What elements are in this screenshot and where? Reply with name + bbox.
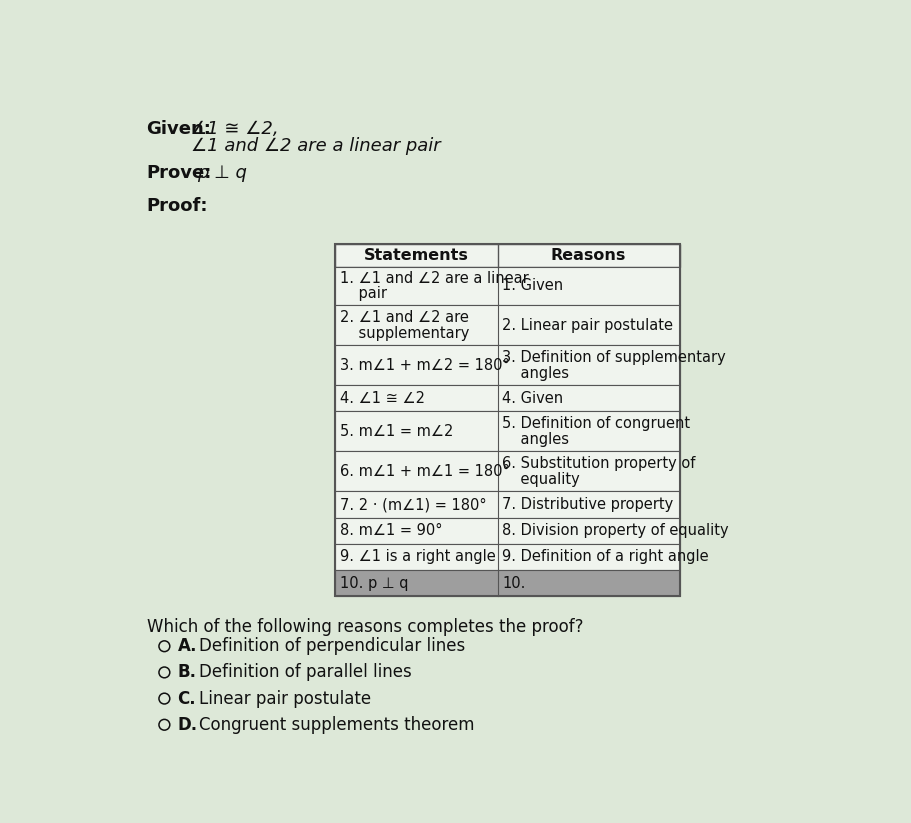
Text: 4. Given: 4. Given xyxy=(502,391,563,406)
Text: Congruent supplements theorem: Congruent supplements theorem xyxy=(199,716,475,734)
Bar xyxy=(334,244,679,267)
Text: 9. Definition of a right angle: 9. Definition of a right angle xyxy=(502,550,708,565)
Bar xyxy=(334,518,679,544)
Text: Proof:: Proof: xyxy=(147,198,208,216)
Bar xyxy=(334,244,679,596)
Bar xyxy=(334,385,679,412)
Text: 1. ∠1 and ∠2 are a linear: 1. ∠1 and ∠2 are a linear xyxy=(339,271,527,286)
Text: 5. Definition of congruent: 5. Definition of congruent xyxy=(502,416,690,431)
Bar xyxy=(334,345,679,385)
Text: Prove:: Prove: xyxy=(147,165,211,182)
Text: ∠1 and ∠2 are a linear pair: ∠1 and ∠2 are a linear pair xyxy=(191,137,441,156)
Bar xyxy=(334,544,679,570)
Text: 8. m∠1 = 90°: 8. m∠1 = 90° xyxy=(339,523,442,538)
Text: Definition of perpendicular lines: Definition of perpendicular lines xyxy=(199,637,465,655)
Text: B.: B. xyxy=(178,663,197,681)
Bar xyxy=(334,305,679,345)
Text: 7. 2 · (m∠1) = 180°: 7. 2 · (m∠1) = 180° xyxy=(339,497,486,512)
Text: 3. m∠1 + m∠2 = 180°: 3. m∠1 + m∠2 = 180° xyxy=(339,358,508,373)
Text: 3. Definition of supplementary: 3. Definition of supplementary xyxy=(502,350,725,365)
Text: 6. m∠1 + m∠1 = 180°: 6. m∠1 + m∠1 = 180° xyxy=(339,464,508,479)
Text: angles: angles xyxy=(502,365,568,381)
Text: 10.: 10. xyxy=(502,575,525,591)
Bar xyxy=(334,452,679,491)
Text: 5. m∠1 = m∠2: 5. m∠1 = m∠2 xyxy=(339,424,453,439)
Text: 4. ∠1 ≅ ∠2: 4. ∠1 ≅ ∠2 xyxy=(339,391,424,406)
Text: supplementary: supplementary xyxy=(339,326,468,341)
Bar xyxy=(334,491,679,518)
Text: ∠1 ≅ ∠2,: ∠1 ≅ ∠2, xyxy=(191,120,279,138)
Text: 2. ∠1 and ∠2 are: 2. ∠1 and ∠2 are xyxy=(339,309,468,324)
Bar xyxy=(334,267,679,305)
Text: Statements: Statements xyxy=(363,248,468,263)
Text: p ⊥ q: p ⊥ q xyxy=(197,165,247,182)
Text: 6. Substitution property of: 6. Substitution property of xyxy=(502,456,695,471)
Text: Given:: Given: xyxy=(147,120,211,138)
Text: 8. Division property of equality: 8. Division property of equality xyxy=(502,523,728,538)
Text: 2. Linear pair postulate: 2. Linear pair postulate xyxy=(502,318,672,332)
Text: Reasons: Reasons xyxy=(550,248,626,263)
Text: equality: equality xyxy=(502,472,579,487)
Text: C.: C. xyxy=(178,690,196,708)
Text: D.: D. xyxy=(178,716,198,734)
Text: A.: A. xyxy=(178,637,197,655)
Text: pair: pair xyxy=(339,286,386,301)
Text: 7. Distributive property: 7. Distributive property xyxy=(502,497,673,512)
Text: Definition of parallel lines: Definition of parallel lines xyxy=(199,663,412,681)
Text: Which of the following reasons completes the proof?: Which of the following reasons completes… xyxy=(147,618,582,635)
Text: 10. p ⊥ q: 10. p ⊥ q xyxy=(339,575,407,591)
Text: 1. Given: 1. Given xyxy=(502,278,563,293)
Text: angles: angles xyxy=(502,432,568,447)
Bar xyxy=(334,570,679,596)
Text: Linear pair postulate: Linear pair postulate xyxy=(199,690,371,708)
Text: 9. ∠1 is a right angle: 9. ∠1 is a right angle xyxy=(339,550,495,565)
Bar xyxy=(334,412,679,452)
